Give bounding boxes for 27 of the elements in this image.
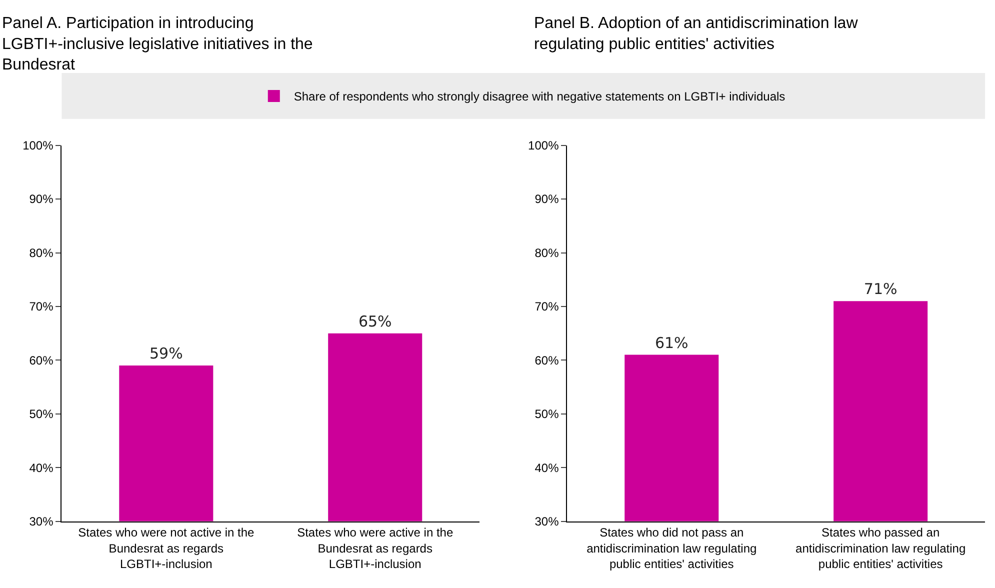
x-tick-label: States who were not active in the Bundesrat as regards LGBTI+-inclusion [78, 526, 255, 571]
y-tick-label: 100% [22, 138, 54, 153]
y-tick-label: 60% [29, 353, 54, 368]
y-tick-label: 60% [534, 353, 560, 368]
y-tick-label: 40% [534, 460, 560, 475]
y-tick-label: 80% [29, 246, 54, 260]
x-tick-label: States who did not pass an antidiscrimination law regulating public entities' activities [586, 526, 757, 571]
y-tick-label: 70% [29, 300, 54, 314]
y-tick-label: 50% [29, 407, 54, 422]
y-tick-label: 30% [29, 514, 54, 529]
y-tick-label: 40% [29, 460, 54, 475]
data-label: 71% [864, 280, 898, 298]
data-label: 61% [654, 334, 688, 352]
data-label: 59% [149, 344, 183, 363]
legend-label: Share of respondents who strongly disagree with negative statements on LGBTI+ individuals [294, 90, 786, 104]
y-tick-label: 50% [534, 407, 560, 422]
chart-title: Panel A. Participation in introducing LGBTI+-inclusive legislative initiatives in the Bundesrat [2, 15, 313, 74]
y-tick-label: 90% [534, 192, 560, 206]
x-tick-label: States who were active in the Bundesrat as regards LGBTI+-inclusion [297, 526, 454, 571]
chart-title: Panel B. Adoption of an antidiscrimination law regulating public entities' activities [534, 15, 858, 53]
data-label: 65% [358, 312, 392, 330]
x-tick-label: States who passed an antidiscrimination law regulating public entities' activities [796, 526, 966, 571]
y-tick-label: 30% [534, 514, 560, 529]
y-tick-label: 90% [29, 192, 54, 206]
y-tick-label: 80% [534, 246, 560, 260]
y-tick-label: 70% [534, 300, 560, 314]
y-tick-label: 100% [528, 138, 560, 153]
